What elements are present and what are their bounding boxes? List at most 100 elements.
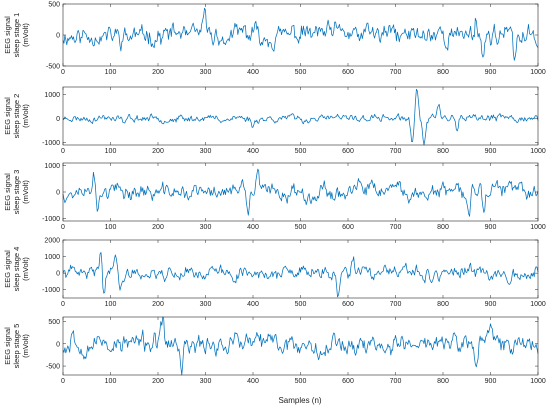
y-tick-label: 1000 [44,163,60,170]
signal-line-stage-2 [62,88,539,146]
y-axis-label-line: sleep stage 3 [12,170,21,215]
x-tick-label: 500 [295,148,307,155]
x-tick-label: 300 [200,301,212,308]
x-tick-label: 0 [61,69,65,76]
x-tick-label: 700 [390,378,402,385]
x-tick-label: 400 [247,69,259,76]
x-tick-label: 900 [485,224,497,231]
x-tick-label: 400 [247,224,259,231]
panel-stage-5: 0 100 200 300 400 500 600 700 800 900 1000-5000500… [3,316,546,385]
x-tick-label: 900 [485,301,497,308]
y-tick-label: 1000 [44,92,60,99]
y-axis-label-line: EEG signal [3,97,12,135]
y-axis-label-line: (mVolt) [21,104,30,128]
y-tick-label: 0 [56,341,60,348]
x-tick-label: 100 [105,301,117,308]
y-tick-label: 0 [56,116,60,123]
x-tick-label: 0 [61,224,65,231]
y-axis-label-line: EEG signal [3,173,12,211]
signal-line-stage-3 [62,168,539,217]
y-axis-label-line: EEG signal [3,16,12,54]
x-tick-label: 700 [390,148,402,155]
x-tick-label: 500 [295,69,307,76]
x-tick-label: 800 [437,224,449,231]
x-tick-label: 600 [342,69,354,76]
x-tick-label: 800 [437,69,449,76]
x-tick-label: 200 [152,148,164,155]
panel-stage-2: 0 100 200 300 400 500 600 700 800 900 1000-1000010… [3,86,546,155]
x-tick-label: 300 [200,224,212,231]
y-tick-label: -500 [46,364,60,371]
x-tick-label: 700 [390,301,402,308]
x-tick-label: 0 [61,378,65,385]
x-tick-label: 100 [105,378,117,385]
y-axis-label-line: EEG signal [3,250,12,288]
x-tick-label: 500 [295,224,307,231]
x-axis-label: Samples (n) [278,396,321,405]
y-tick-label: 2000 [44,238,60,245]
y-tick-label: 1000 [44,254,60,261]
x-tick-label: 100 [105,224,117,231]
plot-frame [62,239,539,299]
x-tick-label: 300 [200,378,212,385]
y-tick-label: -1000 [42,216,60,223]
x-tick-label: 0 [61,148,65,155]
signal-line-stage-4 [62,252,539,298]
signal-line-stage-5 [62,316,539,376]
y-axis-label-line: (mVolt) [21,257,30,281]
plot-frame [62,86,539,146]
panel-stage-1: 0 100 200 300 400 500 600 700 800 900 1000-5000500… [3,2,546,77]
x-tick-label: 1000 [530,224,546,231]
x-tick-label: 200 [152,378,164,385]
y-axis-label-line: EEG signal [3,327,12,365]
x-tick-label: 900 [485,69,497,76]
y-axis-label-line: sleep stage 4 [12,247,21,292]
x-tick-label: 600 [342,301,354,308]
y-tick-label: 0 [56,190,60,197]
x-tick-label: 200 [152,224,164,231]
y-axis-label-line: (mVolt) [21,334,30,358]
y-axis-label-line: sleep stage 5 [12,324,21,369]
x-tick-label: 600 [342,224,354,231]
y-tick-label: 0 [56,33,60,40]
x-tick-label: 400 [247,378,259,385]
x-tick-label: 100 [105,148,117,155]
signal-line-stage-1 [62,7,539,61]
x-tick-label: 400 [247,148,259,155]
x-tick-label: 200 [152,69,164,76]
x-tick-label: 500 [295,301,307,308]
x-tick-label: 700 [390,69,402,76]
y-tick-label: -1000 [42,140,60,147]
x-tick-label: 900 [485,378,497,385]
y-axis-label-line: (mVolt) [21,180,30,204]
y-tick-label: -1000 [42,287,60,294]
y-tick-label: 500 [48,2,60,9]
x-tick-label: 400 [247,301,259,308]
x-tick-label: 800 [437,301,449,308]
plot-frame [62,316,539,376]
x-tick-label: 300 [200,69,212,76]
x-tick-label: 0 [61,301,65,308]
x-tick-label: 1000 [530,301,546,308]
x-tick-label: 1000 [530,148,546,155]
x-tick-label: 1000 [530,69,546,76]
y-tick-label: 500 [48,319,60,326]
y-axis-label-line: (mVolt) [21,23,30,47]
x-tick-label: 900 [485,148,497,155]
x-tick-label: 100 [105,69,117,76]
x-tick-label: 500 [295,378,307,385]
panel-stage-4: 0 100 200 300 400 500 600 700 800 900 1000-1000010… [3,238,546,309]
y-axis-label-line: sleep stage 2 [12,94,21,139]
x-tick-label: 600 [342,378,354,385]
x-tick-label: 1000 [530,378,546,385]
y-tick-label: 0 [56,271,60,278]
x-tick-label: 800 [437,148,449,155]
x-tick-label: 800 [437,378,449,385]
x-tick-label: 700 [390,224,402,231]
x-tick-label: 600 [342,148,354,155]
panel-stage-3: 0 100 200 300 400 500 600 700 800 900 1000-1000010… [3,162,546,231]
y-axis-label-line: sleep stage 1 [12,13,21,58]
x-tick-label: 200 [152,301,164,308]
x-tick-label: 300 [200,148,212,155]
